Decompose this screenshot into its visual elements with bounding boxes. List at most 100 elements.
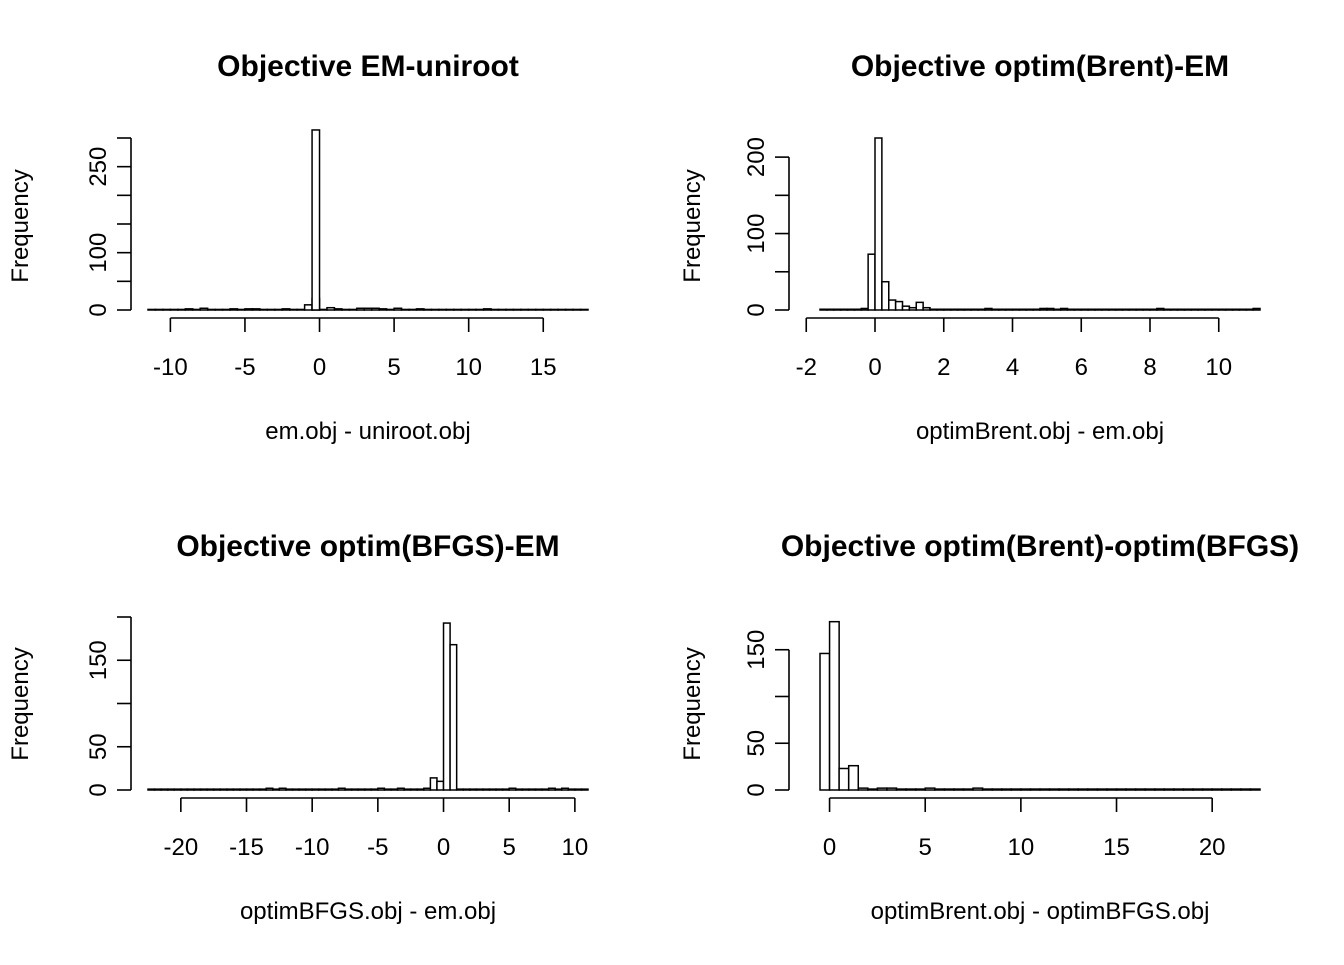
panel-4-bar [1087, 788, 1099, 791]
panel-3-bar [166, 788, 176, 791]
panel-4-title: Objective optim(Brent)-optim(BFGS) [781, 530, 1299, 563]
panel-3-ylabel: Frequency [7, 647, 34, 760]
panel-2-bar [1011, 308, 1021, 311]
panel-2-y-tick-label: 200 [743, 137, 770, 177]
panel-4-bar [953, 788, 965, 791]
panel-1-bar [311, 129, 321, 311]
panel-3-bar [482, 788, 491, 791]
panel-3-bar [298, 788, 307, 791]
panel-2-x-tick-label: 0 [868, 354, 881, 381]
panel-3-bar [377, 787, 386, 791]
panel-2-bar [1121, 308, 1131, 311]
panel-3-bar [396, 787, 405, 791]
panel-2-bar [963, 308, 973, 311]
panel-2-bar [1018, 308, 1028, 311]
panel-3-bar [455, 788, 464, 791]
panel-1-bar [259, 308, 269, 311]
panel-1-bar [438, 308, 448, 311]
panel-1-title: Objective EM-uniroot [217, 50, 519, 83]
panel-1-bar [557, 308, 567, 311]
panel-1-bar [512, 308, 522, 311]
panel-1-y-tick-label: 250 [85, 147, 112, 187]
panel-1-bar [378, 308, 388, 311]
panel-4-bar [905, 788, 917, 791]
panel-4-bar [838, 767, 850, 791]
panel-1-x-tick-label: 5 [387, 354, 400, 381]
panel-2-bar [970, 308, 979, 311]
panel-1-bar [408, 308, 418, 311]
panel-3-bar [429, 777, 438, 791]
panel-1-bar [296, 308, 306, 311]
panel-3-bar [370, 788, 379, 791]
panel-4-bar [1077, 788, 1089, 791]
panel-2-ylabel: Frequency [679, 169, 706, 282]
panel-3-bar [324, 788, 333, 791]
panel-3-bar [488, 788, 497, 791]
panel-1-bar [251, 308, 261, 311]
panel-1-bar [221, 308, 231, 311]
panel-2-bar [833, 308, 842, 311]
panel-3-bar [390, 788, 399, 791]
panel-1-bar [475, 308, 485, 311]
panel-3-bar [337, 787, 346, 791]
panel-2-bar [908, 306, 918, 311]
panel-2-bar [1204, 308, 1213, 311]
panel-3-bar [574, 788, 583, 791]
panel-3-bar [567, 788, 576, 791]
panel-3-bar [245, 788, 254, 791]
panel-2-bar [922, 306, 931, 311]
panel-1-x-tick-label: 15 [530, 354, 557, 381]
panel-4-bar [1010, 788, 1022, 791]
panel-1-x-tick-label: -5 [234, 354, 255, 381]
panel-1-bar [482, 308, 492, 311]
panel-4-bar [876, 787, 888, 791]
panel-2-bar [956, 308, 966, 311]
panel-1-bar [147, 308, 157, 311]
panel-3-xlabel: optimBFGS.obj - em.obj [240, 898, 496, 925]
panel-3-bar [278, 787, 287, 791]
panel-2-bar [1059, 307, 1069, 311]
panel-4-bar [991, 788, 1003, 791]
panel-2-bar [1211, 308, 1220, 311]
panel-4-bar [924, 787, 936, 791]
panel-2-bar [1231, 308, 1241, 311]
panel-1-bar [266, 308, 276, 311]
panel-1-bar [579, 308, 589, 311]
panel-3-x-tick-label: -15 [229, 834, 264, 861]
panel-4-bar [1020, 788, 1032, 791]
panel-2-bar [819, 308, 828, 311]
panel-4-bar [1201, 788, 1213, 791]
panel-1-bar [430, 308, 440, 311]
panel-3-bar [311, 788, 320, 791]
panel-3-bar [153, 788, 162, 791]
panel-4-bar [981, 788, 993, 791]
panel-3-x-tick-label: 0 [437, 834, 450, 861]
panel-3-bar [265, 787, 274, 791]
panel-3-bar [206, 788, 215, 791]
panel-3-bar [180, 788, 189, 791]
panel-4-bar [819, 652, 831, 791]
panel-2-x-tick-label: 4 [1006, 354, 1019, 381]
panel-4-bar [1039, 788, 1051, 791]
panel-4-x-tick-label: 10 [1008, 834, 1035, 861]
panel-1-bar [520, 308, 530, 311]
panel-1-bar [415, 308, 425, 311]
panel-3-bar [403, 788, 412, 791]
panel-4-bar [1249, 788, 1261, 791]
panel-1-bar [169, 308, 179, 311]
panel-4-bar [847, 764, 860, 791]
panel-4-bar [1067, 788, 1080, 791]
panel-2-y-tick-label: 0 [743, 303, 770, 316]
panel-3-bar [199, 788, 208, 791]
panel-1-bar [281, 308, 291, 311]
panel-2-bar [826, 308, 835, 311]
panel-3-bar [580, 788, 589, 791]
panel-4-bar [1106, 788, 1118, 791]
panel-4-bar [1134, 788, 1146, 791]
panel-1-ylabel: Frequency [7, 169, 34, 282]
panel-4-bar [1182, 788, 1194, 791]
panel-2-bar [1128, 308, 1138, 311]
panel-4-bar [1154, 788, 1166, 791]
panel-4-bar [1096, 788, 1108, 791]
